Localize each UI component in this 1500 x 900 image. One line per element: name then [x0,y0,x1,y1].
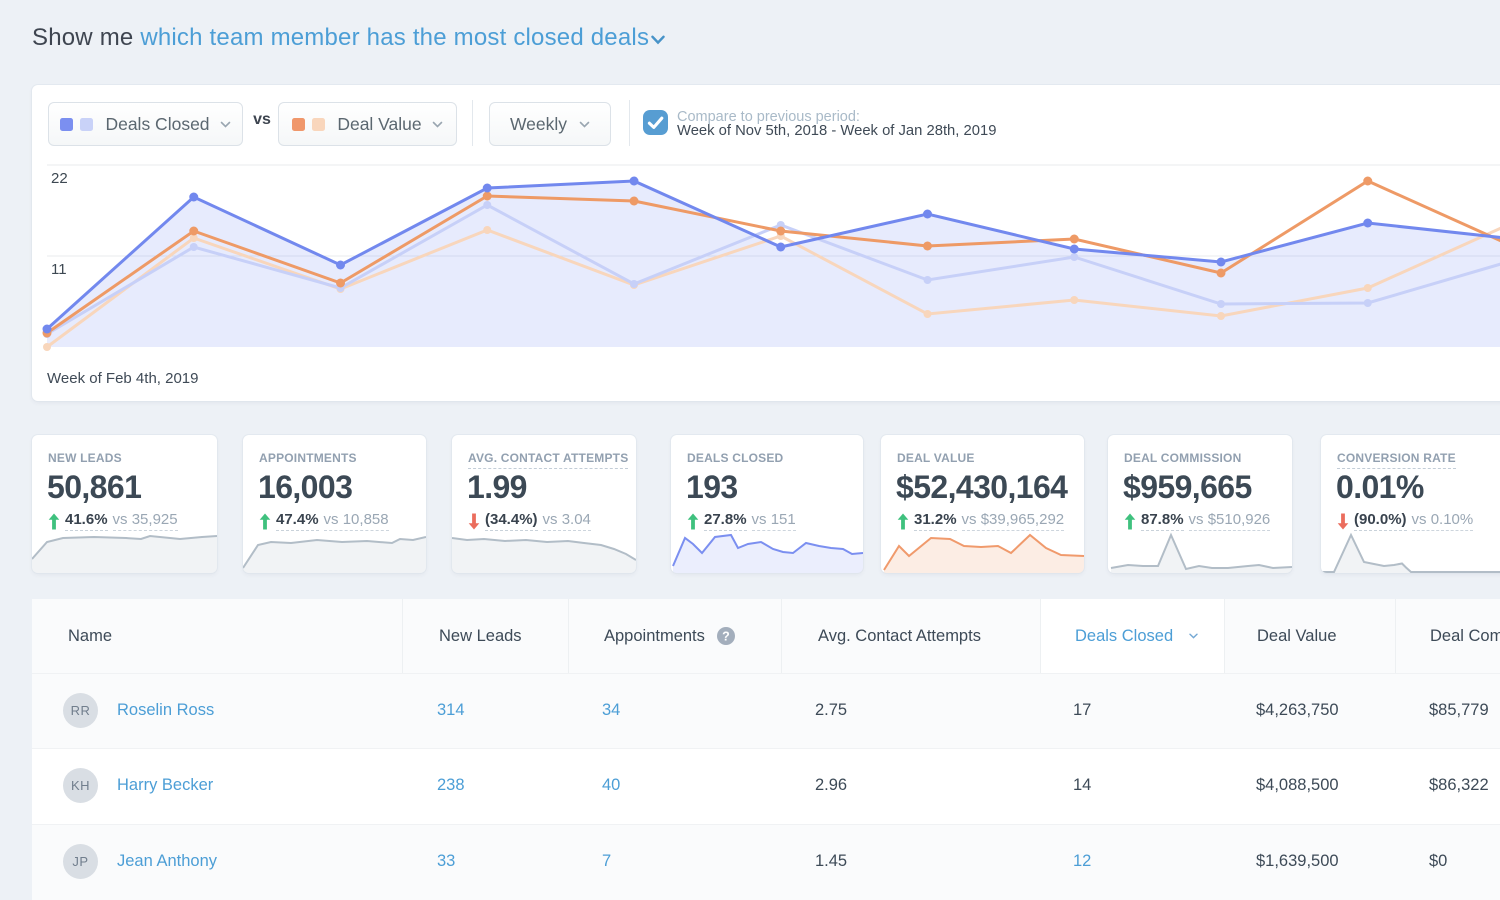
svg-text:?: ? [723,629,731,643]
svg-text:11: 11 [51,261,67,278]
svg-text:Week of Feb 4th, 2019: Week of Feb 4th, 2019 [47,370,199,387]
svg-text:22: 22 [51,170,68,187]
